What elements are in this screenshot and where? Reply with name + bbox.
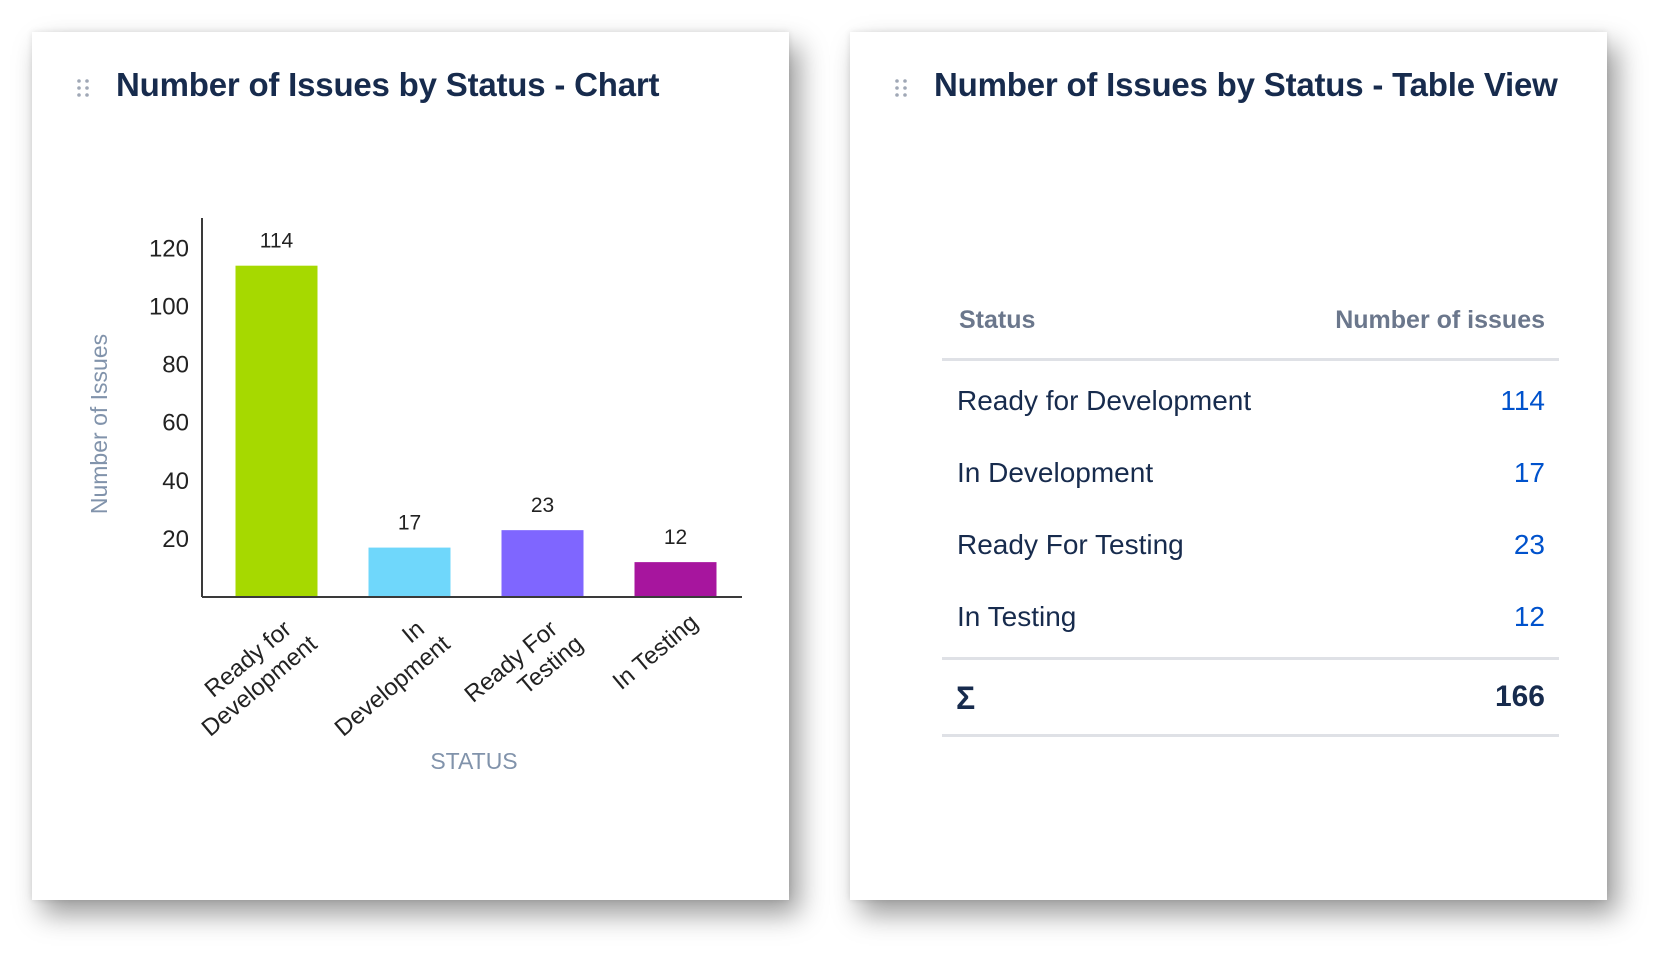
total-value: 166 [1494,680,1545,713]
table-header: Status Number of issues [942,272,1559,361]
bar-value-label: 12 [664,526,687,549]
x-tick-label: In Testing [608,609,704,695]
drag-handle-icon[interactable] [76,78,90,98]
y-tick-label: 80 [162,352,189,379]
bar [368,547,451,597]
bar-value-label: 114 [260,230,294,253]
y-tick-label: 40 [162,468,189,495]
x-tick-label: InDevelopment [312,609,456,742]
drag-handle-icon[interactable] [894,78,908,98]
row-count-link[interactable]: 114 [1500,385,1545,416]
row-status: Ready For Testing [957,529,1184,560]
chart-panel-title: Number of Issues by Status - Chart [116,66,660,103]
bar-value-label: 17 [398,512,421,535]
header-status: Status [959,306,1036,334]
y-tick-label: 100 [149,293,189,320]
row-status: Ready for Development [957,385,1252,416]
y-tick-label: 20 [162,526,189,553]
table-row: Ready For Testing 23 [942,509,1559,581]
bar-value-label: 23 [531,494,554,517]
row-count-link[interactable]: 23 [1513,529,1545,560]
y-tick-label: 60 [162,410,189,437]
bar-chart: 20 40 60 80 100 120 Number of Issues 114 Ready f… [86,218,742,774]
bar [235,265,318,597]
header-number-of-issues: Number of issues [1335,306,1545,334]
bar [634,562,717,597]
table-row: In Testing 12 [942,581,1559,653]
x-tick-label: Ready ForTesting [460,609,589,730]
x-tick-label: Ready forDevelopment [179,609,323,742]
table-row: Ready for Development 114 [942,365,1559,437]
y-tick-label: 120 [149,235,189,262]
row-count-link[interactable]: 17 [1513,457,1545,488]
sum-icon: Σ [956,680,976,716]
row-status: In Development [957,457,1154,488]
x-axis-label: STATUS [430,748,517,774]
issues-table: Status Number of issues Ready for Develo… [942,272,1559,737]
table-total-row: Σ 166 [942,657,1559,737]
row-status: In Testing [957,601,1077,632]
y-axis-label: Number of Issues [86,334,112,514]
table-panel-title: Number of Issues by Status - Table View [934,66,1558,103]
bar [501,530,584,597]
table-row: In Development 17 [942,437,1559,509]
table-panel: Number of Issues by Status - Table View … [850,32,1607,900]
chart-panel: Number of Issues by Status - Chart 20 40 6… [32,32,789,900]
row-count-link[interactable]: 12 [1513,601,1545,632]
